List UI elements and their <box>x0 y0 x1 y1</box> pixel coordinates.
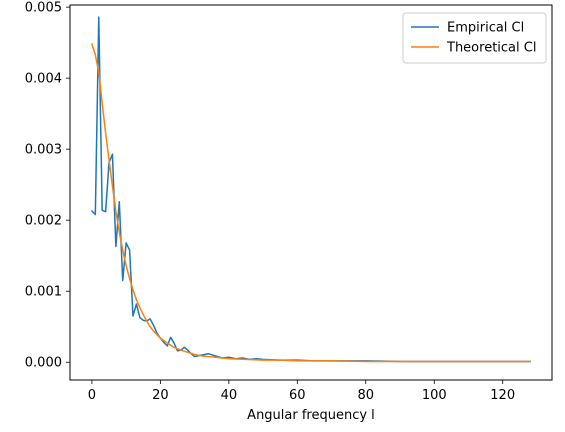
x-tick-label: 20 <box>152 388 169 403</box>
y-tick-label: 0.002 <box>25 214 62 229</box>
x-tick-label: 0 <box>88 388 96 403</box>
series-layer <box>90 16 531 363</box>
legend: Empirical Cl Theoretical Cl <box>402 12 547 64</box>
x-tick-label: 60 <box>289 388 306 403</box>
y-tick-label: 0.005 <box>25 1 62 16</box>
legend-box <box>402 12 547 64</box>
y-tick-label: 0.004 <box>25 72 62 87</box>
y-tick-label: 0.001 <box>25 285 62 300</box>
series-line-theoretical <box>90 43 531 363</box>
x-axis-label: Angular frequency l <box>247 408 375 423</box>
y-tick-label: 0.003 <box>25 143 62 158</box>
y-axis: 0.000 0.001 0.002 0.003 0.004 0.005 <box>25 1 70 371</box>
x-tick-label: 80 <box>357 388 374 403</box>
y-tick-label: 0.000 <box>25 356 62 371</box>
x-tick-label: 40 <box>221 388 238 403</box>
plot-frame <box>69 4 553 381</box>
legend-label: Theoretical Cl <box>446 41 536 56</box>
x-axis: 0 20 40 60 80 100 120 <box>88 380 515 403</box>
legend-label: Empirical Cl <box>447 21 524 36</box>
x-tick-label: 100 <box>422 388 447 403</box>
x-tick-label: 120 <box>490 388 515 403</box>
